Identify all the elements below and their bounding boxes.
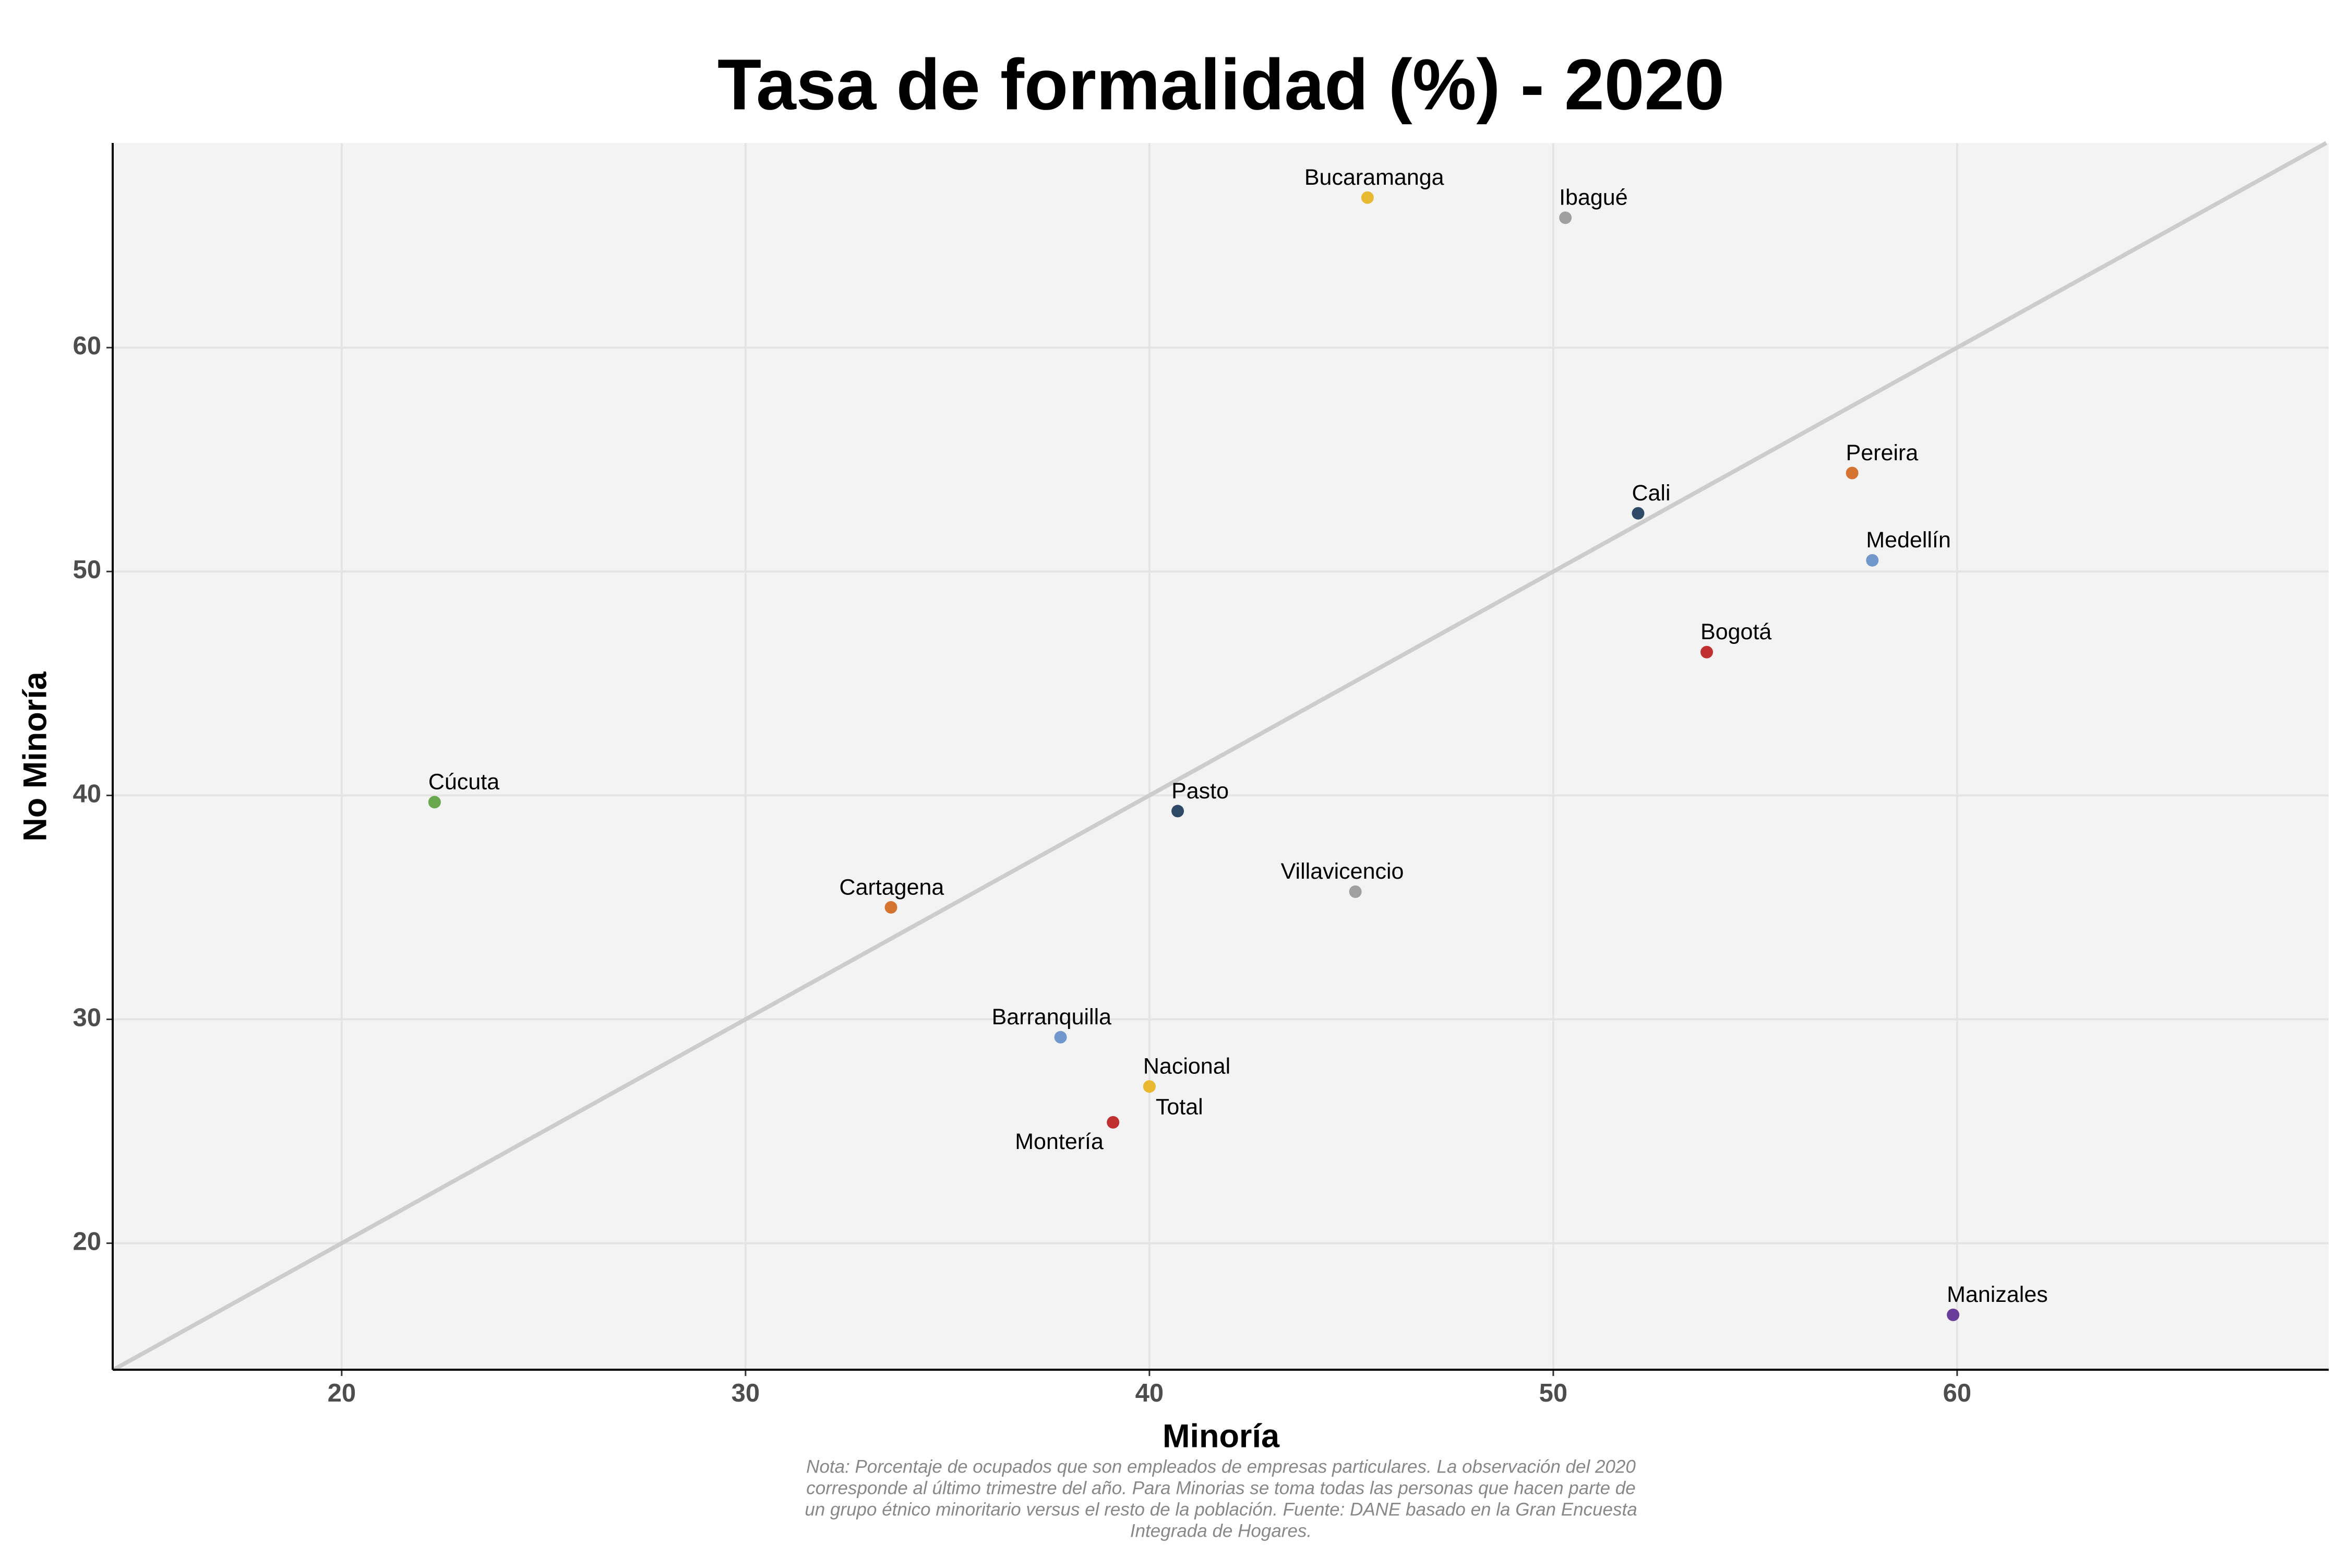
point-label: Bucaramanga	[1304, 165, 1444, 190]
x-tick-label: 30	[732, 1379, 760, 1407]
point-label: Montería	[1015, 1129, 1104, 1154]
point	[1700, 645, 1714, 659]
point	[1143, 1080, 1156, 1093]
point-label: Cartagena	[840, 875, 944, 900]
y-axis-title: No Minoría	[17, 671, 54, 841]
point-label: Cúcuta	[428, 770, 499, 795]
point	[1349, 885, 1362, 898]
point	[428, 796, 441, 809]
point-label: Bogotá	[1700, 619, 1771, 644]
point	[884, 901, 897, 914]
point	[1632, 507, 1645, 520]
point-label: Nacional	[1143, 1054, 1230, 1079]
point	[1559, 211, 1572, 224]
note-line: corresponde al último trimestre del año.…	[806, 1478, 1635, 1498]
x-axis-title: Minoría	[1163, 1418, 1280, 1455]
point	[1107, 1116, 1120, 1129]
y-tick-label: 50	[73, 556, 101, 584]
chart-title: Tasa de formalidad (%) - 2020	[717, 44, 1724, 125]
note-line: Integrada de Hogares.	[1130, 1521, 1312, 1541]
point	[1361, 191, 1374, 204]
x-tick-label: 60	[1943, 1379, 1972, 1407]
point	[1947, 1308, 1960, 1321]
point	[1171, 805, 1184, 818]
note-line: un grupo étnico minoritario versus el re…	[805, 1499, 1637, 1519]
point-label: Total	[1156, 1095, 1203, 1120]
y-tick-label: 40	[73, 780, 101, 808]
x-tick-label: 20	[328, 1379, 356, 1407]
y-tick-label: 30	[73, 1003, 101, 1032]
x-tick-label: 50	[1539, 1379, 1568, 1407]
point	[1846, 466, 1859, 480]
x-tick-label: 40	[1135, 1379, 1164, 1407]
point-label: Pereira	[1846, 440, 1919, 465]
point-label: Cali	[1632, 481, 1670, 506]
point-label: Barranquilla	[992, 1004, 1112, 1030]
point-label: Villavicencio	[1281, 859, 1404, 884]
point	[1866, 554, 1879, 567]
y-tick-label: 20	[73, 1228, 101, 1256]
point-label: Medellín	[1866, 528, 1951, 553]
reference-line	[112, 141, 2328, 1372]
point-label: Pasto	[1171, 779, 1229, 804]
note-line: Nota: Porcentaje de ocupados que son emp…	[806, 1456, 1636, 1477]
point-label: Manizales	[1947, 1282, 2048, 1307]
point-label: Ibagué	[1559, 185, 1628, 210]
y-tick-label: 60	[73, 332, 101, 360]
point	[1054, 1031, 1067, 1044]
